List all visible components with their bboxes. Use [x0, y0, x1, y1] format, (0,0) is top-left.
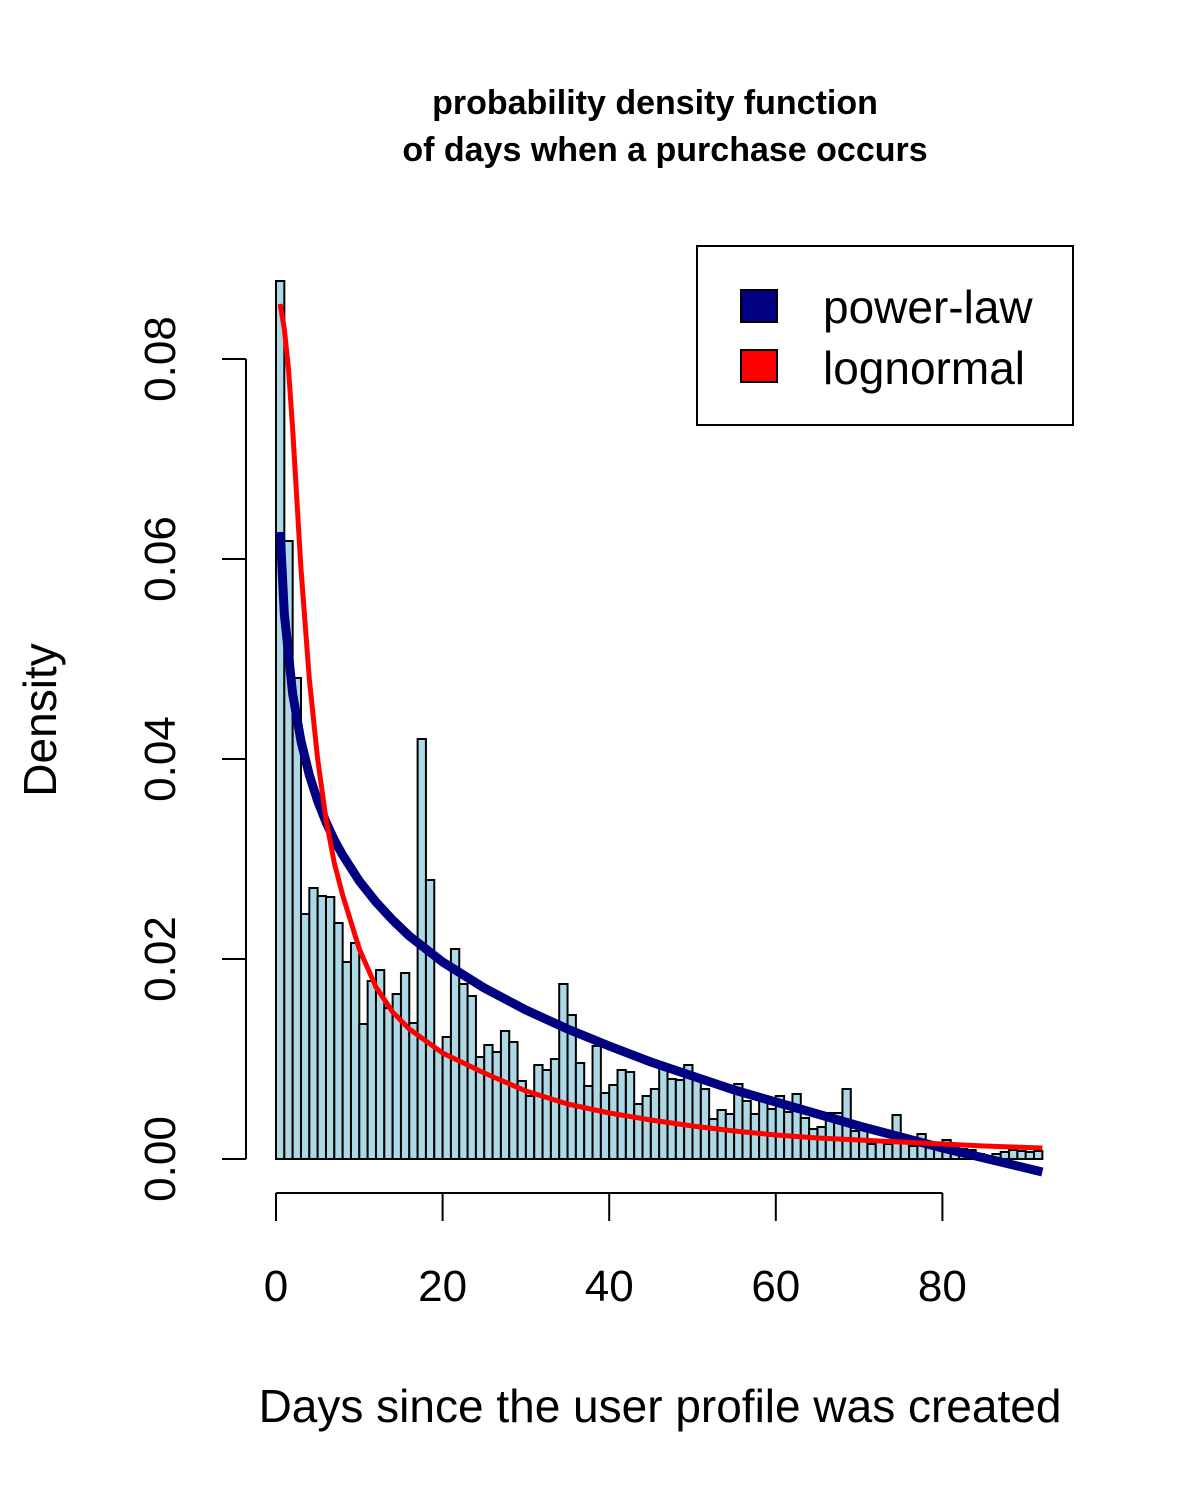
- chart-title-line-2: of days when a purchase occurs: [402, 131, 927, 169]
- histogram-bar: [574, 1062, 586, 1160]
- histogram-bar: [558, 983, 569, 1160]
- histogram-bar: [1033, 1150, 1044, 1160]
- y-tick-label: 0.00: [136, 1116, 185, 1202]
- legend-box: [696, 245, 1074, 426]
- x-tick-label: 20: [418, 1262, 467, 1311]
- legend-label-power-law: power-law: [823, 281, 1033, 333]
- histogram-bar: [491, 1051, 502, 1160]
- histogram-bar: [816, 1126, 827, 1160]
- histogram-bar: [549, 1058, 561, 1160]
- histogram-bar: [758, 1095, 769, 1160]
- histogram-bar: [324, 896, 336, 1160]
- histogram-bar: [433, 1049, 444, 1160]
- histogram-bar: [699, 1088, 711, 1160]
- histogram-bar: [649, 1088, 661, 1160]
- histogram-bar: [1016, 1150, 1027, 1160]
- lognormal-curve: [277, 303, 1043, 1151]
- histogram-bar: [275, 280, 286, 1160]
- histogram-bar: [383, 1007, 394, 1160]
- x-axis-label: Days since the user profile was created: [259, 1380, 1062, 1432]
- histogram-bar: [341, 961, 352, 1160]
- legend: power-law lognormal: [696, 245, 1074, 426]
- histogram-bar: [299, 913, 311, 1160]
- histogram-bar: [749, 1113, 761, 1160]
- y-tick-label: 0.02: [136, 916, 185, 1002]
- y-axis-label: Density: [14, 643, 66, 796]
- histogram-bar: [1008, 1149, 1019, 1160]
- legend-swatch-lognormal: [740, 349, 778, 383]
- histogram-bar: [908, 1145, 919, 1160]
- histogram-bar: [458, 983, 469, 1160]
- histogram-bar: [716, 1109, 727, 1160]
- x-tick-label: 80: [918, 1262, 967, 1311]
- x-axis: 0 20 40 60 80: [264, 1192, 967, 1311]
- histogram-bar: [599, 1092, 611, 1160]
- legend-swatch-power-law: [740, 289, 778, 323]
- fitted-curves: [275, 303, 1044, 1177]
- histogram-bar: [1024, 1151, 1036, 1160]
- histogram-bar: [308, 887, 319, 1160]
- x-tick-label: 0: [264, 1262, 288, 1311]
- histogram-bar: [449, 948, 461, 1160]
- chart-title-line-1: probability density function: [432, 84, 878, 122]
- histogram-bar: [424, 879, 436, 1160]
- histogram-bar: [849, 1130, 861, 1160]
- x-tick-label: 60: [751, 1262, 800, 1311]
- legend-label-lognormal: lognormal: [823, 342, 1025, 394]
- histogram-bar: [499, 1030, 511, 1160]
- histogram-bar: [583, 1085, 594, 1160]
- histogram-bar: [358, 1023, 369, 1160]
- histogram-bar: [366, 980, 377, 1160]
- histogram-bar: [508, 1041, 519, 1160]
- histogram-bar: [408, 1022, 419, 1160]
- histogram-bar: [691, 1078, 702, 1160]
- histogram-bar: [399, 972, 411, 1160]
- histogram-bar: [533, 1064, 544, 1160]
- histogram-bar: [466, 995, 477, 1160]
- histogram-bar: [349, 942, 361, 1160]
- histogram-bar: [658, 1066, 669, 1160]
- histogram-bar: [483, 1044, 494, 1160]
- y-tick-label: 0.04: [136, 716, 185, 802]
- histogram-bar: [333, 922, 344, 1160]
- histogram-bar: [524, 1095, 536, 1160]
- histogram-bar: [708, 1118, 719, 1160]
- histogram-bar: [608, 1084, 619, 1160]
- histogram-bar: [866, 1143, 877, 1160]
- y-tick-label: 0.06: [136, 516, 185, 602]
- histogram-bar: [633, 1103, 644, 1160]
- histogram-bar: [666, 1078, 677, 1160]
- histogram-bar: [724, 1113, 736, 1160]
- histogram-bar: [541, 1069, 552, 1160]
- y-tick-label: 0.08: [136, 316, 185, 402]
- y-axis: 0.00 0.02 0.04 0.06 0.08: [136, 316, 247, 1202]
- histogram-bar: [874, 1140, 886, 1160]
- histogram-bar: [316, 895, 327, 1160]
- histogram-bar: [641, 1095, 652, 1160]
- power-law-curve: [275, 531, 1044, 1177]
- histogram-bar: [883, 1143, 894, 1160]
- histogram-bar: [808, 1128, 819, 1160]
- histogram-bar: [591, 1045, 602, 1160]
- x-tick-label: 40: [585, 1262, 634, 1311]
- histogram-bar: [674, 1079, 686, 1160]
